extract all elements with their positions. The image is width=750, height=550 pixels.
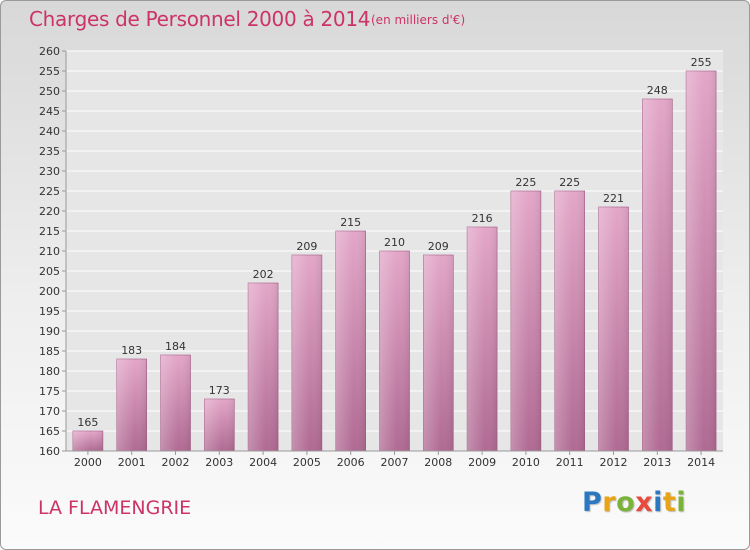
bar-highlight xyxy=(116,359,147,451)
bar-highlight xyxy=(554,191,585,451)
x-tick-label: 2014 xyxy=(687,456,715,469)
bar-highlight xyxy=(467,227,498,451)
x-tick-label: 2008 xyxy=(424,456,452,469)
bar-value-label: 221 xyxy=(603,192,624,205)
x-tick-label: 2006 xyxy=(337,456,365,469)
y-tick-label: 255 xyxy=(39,65,60,78)
bar-highlight xyxy=(291,255,322,451)
y-tick-label: 160 xyxy=(39,445,60,458)
x-tick-label: 2012 xyxy=(600,456,628,469)
bar-value-label: 248 xyxy=(647,84,668,97)
y-tick-label: 230 xyxy=(39,165,60,178)
y-tick-label: 200 xyxy=(39,285,60,298)
logo-letter: o xyxy=(616,487,636,518)
bar-highlight xyxy=(160,355,191,451)
bar-highlight xyxy=(379,251,410,451)
chart-title: Charges de Personnel 2000 à 2014 xyxy=(29,7,371,31)
logo-letter: i xyxy=(653,487,663,518)
bar-value-label: 210 xyxy=(384,236,405,249)
y-tick-label: 220 xyxy=(39,205,60,218)
y-tick-label: 165 xyxy=(39,425,60,438)
x-tick-label: 2013 xyxy=(643,456,671,469)
y-tick-label: 210 xyxy=(39,245,60,258)
x-tick-label: 2003 xyxy=(205,456,233,469)
bar-highlight xyxy=(686,71,717,451)
chart-subtitle: (en milliers d'€) xyxy=(371,13,466,27)
bar-value-label: 225 xyxy=(559,176,580,189)
logo-letter: i xyxy=(676,487,687,518)
x-tick-label: 2004 xyxy=(249,456,277,469)
bar-value-label: 165 xyxy=(77,416,98,429)
bar-value-label: 215 xyxy=(340,216,361,229)
x-tick-label: 2009 xyxy=(468,456,496,469)
y-tick-label: 180 xyxy=(39,365,60,378)
logo-letter: P xyxy=(582,487,603,518)
bar-highlight xyxy=(204,399,235,451)
bar-value-label: 173 xyxy=(209,384,230,397)
y-tick-label: 195 xyxy=(39,305,60,318)
y-tick-label: 225 xyxy=(39,185,60,198)
bar-value-label: 184 xyxy=(165,340,186,353)
x-tick-label: 2002 xyxy=(162,456,190,469)
y-tick-label: 205 xyxy=(39,265,60,278)
y-tick-label: 235 xyxy=(39,145,60,158)
bar-value-label: 216 xyxy=(472,212,493,225)
y-tick-label: 250 xyxy=(39,85,60,98)
bar-value-label: 183 xyxy=(121,344,142,357)
bar-value-label: 225 xyxy=(515,176,536,189)
logo-letter: r xyxy=(602,487,617,518)
logo-letter: x xyxy=(635,487,654,518)
y-tick-label: 170 xyxy=(39,405,60,418)
bar-highlight xyxy=(642,99,673,451)
y-tick-label: 175 xyxy=(39,385,60,398)
bar-value-label: 209 xyxy=(428,240,449,253)
x-tick-label: 2011 xyxy=(556,456,584,469)
x-tick-label: 2000 xyxy=(74,456,102,469)
place-name: LA FLAMENGRIE xyxy=(38,497,192,519)
x-tick-label: 2005 xyxy=(293,456,321,469)
y-tick-label: 185 xyxy=(39,345,60,358)
bar-value-label: 209 xyxy=(296,240,317,253)
y-tick-label: 190 xyxy=(39,325,60,338)
y-tick-label: 245 xyxy=(39,105,60,118)
bar-highlight xyxy=(423,255,454,451)
x-tick-label: 2001 xyxy=(118,456,146,469)
proxiti-logo: Proxiti xyxy=(582,487,686,518)
bar-highlight xyxy=(598,207,629,451)
y-tick-label: 260 xyxy=(39,45,60,58)
bar-value-label: 202 xyxy=(253,268,274,281)
y-tick-label: 240 xyxy=(39,125,60,138)
x-tick-label: 2010 xyxy=(512,456,540,469)
bar-value-label: 255 xyxy=(691,56,712,69)
y-tick-label: 215 xyxy=(39,225,60,238)
bar-highlight xyxy=(248,283,279,451)
bar-highlight xyxy=(335,231,366,451)
bar-highlight xyxy=(510,191,541,451)
bar-highlight xyxy=(72,431,103,451)
x-tick-label: 2007 xyxy=(381,456,409,469)
logo-letter: t xyxy=(662,487,677,518)
